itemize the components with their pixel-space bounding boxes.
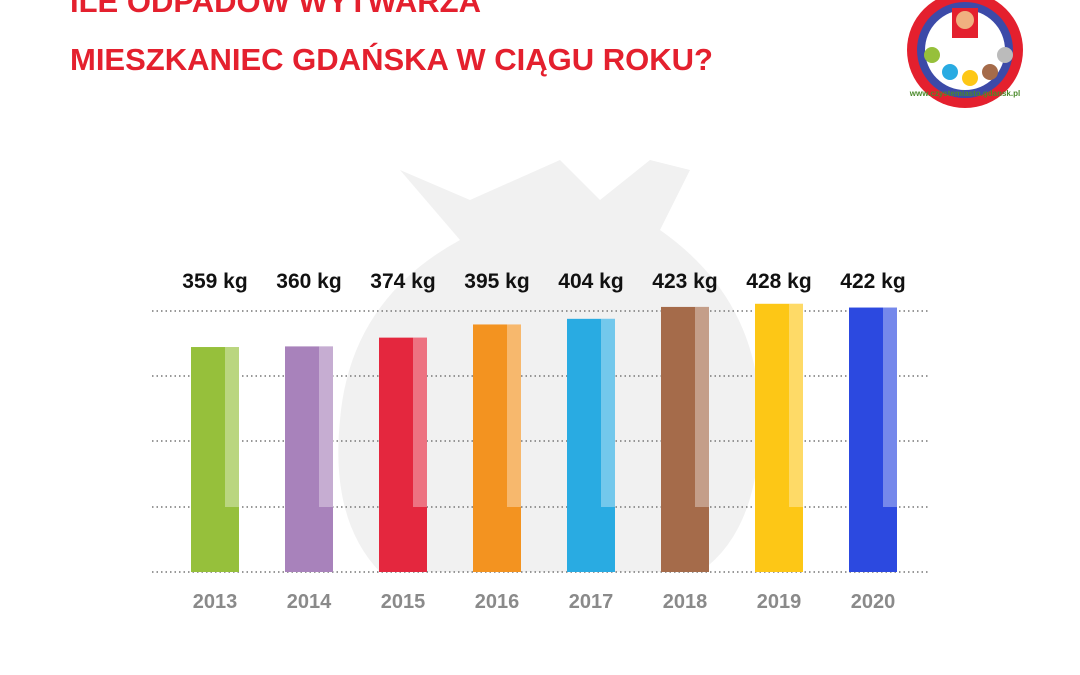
x-tick-label: 2018 xyxy=(663,591,708,613)
value-label: 359 kg xyxy=(182,270,247,293)
x-tick-label: 2016 xyxy=(475,591,520,613)
bar-highlight xyxy=(225,347,239,507)
bar-highlight xyxy=(883,307,897,507)
x-tick-label: 2020 xyxy=(851,591,896,613)
bar-highlight xyxy=(507,324,521,507)
value-label: 374 kg xyxy=(370,270,435,293)
logo: www.czystemiasto.gdansk.pl xyxy=(907,0,1023,108)
bar xyxy=(567,318,615,572)
bar xyxy=(755,303,803,572)
value-label: 404 kg xyxy=(558,270,623,293)
x-tick-label: 2013 xyxy=(193,591,238,613)
value-label: 428 kg xyxy=(746,270,811,293)
bar-highlight xyxy=(695,306,709,507)
value-label: 423 kg xyxy=(652,270,717,293)
x-tick-label: 2015 xyxy=(381,591,426,613)
bar xyxy=(473,324,521,572)
bar-highlight xyxy=(789,303,803,507)
bar xyxy=(661,306,709,572)
bar xyxy=(285,346,333,572)
background-bag xyxy=(338,160,760,572)
bar xyxy=(379,337,427,572)
value-label: 395 kg xyxy=(464,270,529,293)
x-tick-label: 2019 xyxy=(757,591,802,613)
x-tick-label: 2014 xyxy=(287,591,332,613)
bar-highlight xyxy=(413,337,427,507)
bar-highlight xyxy=(601,318,615,507)
bar xyxy=(191,347,239,572)
x-tick-label: 2017 xyxy=(569,591,614,613)
chart-title: MIESZKANIEC GDAŃSKA W CIĄGU ROKU? xyxy=(70,42,713,77)
value-label: 360 kg xyxy=(276,270,341,293)
logo-url: www.czystemiasto.gdansk.pl xyxy=(909,89,1020,98)
value-label: 422 kg xyxy=(840,270,905,293)
bar-highlight xyxy=(319,346,333,507)
bar xyxy=(849,307,897,572)
chart-title: ILE ODPADÓW WYTWARZA xyxy=(70,0,481,19)
